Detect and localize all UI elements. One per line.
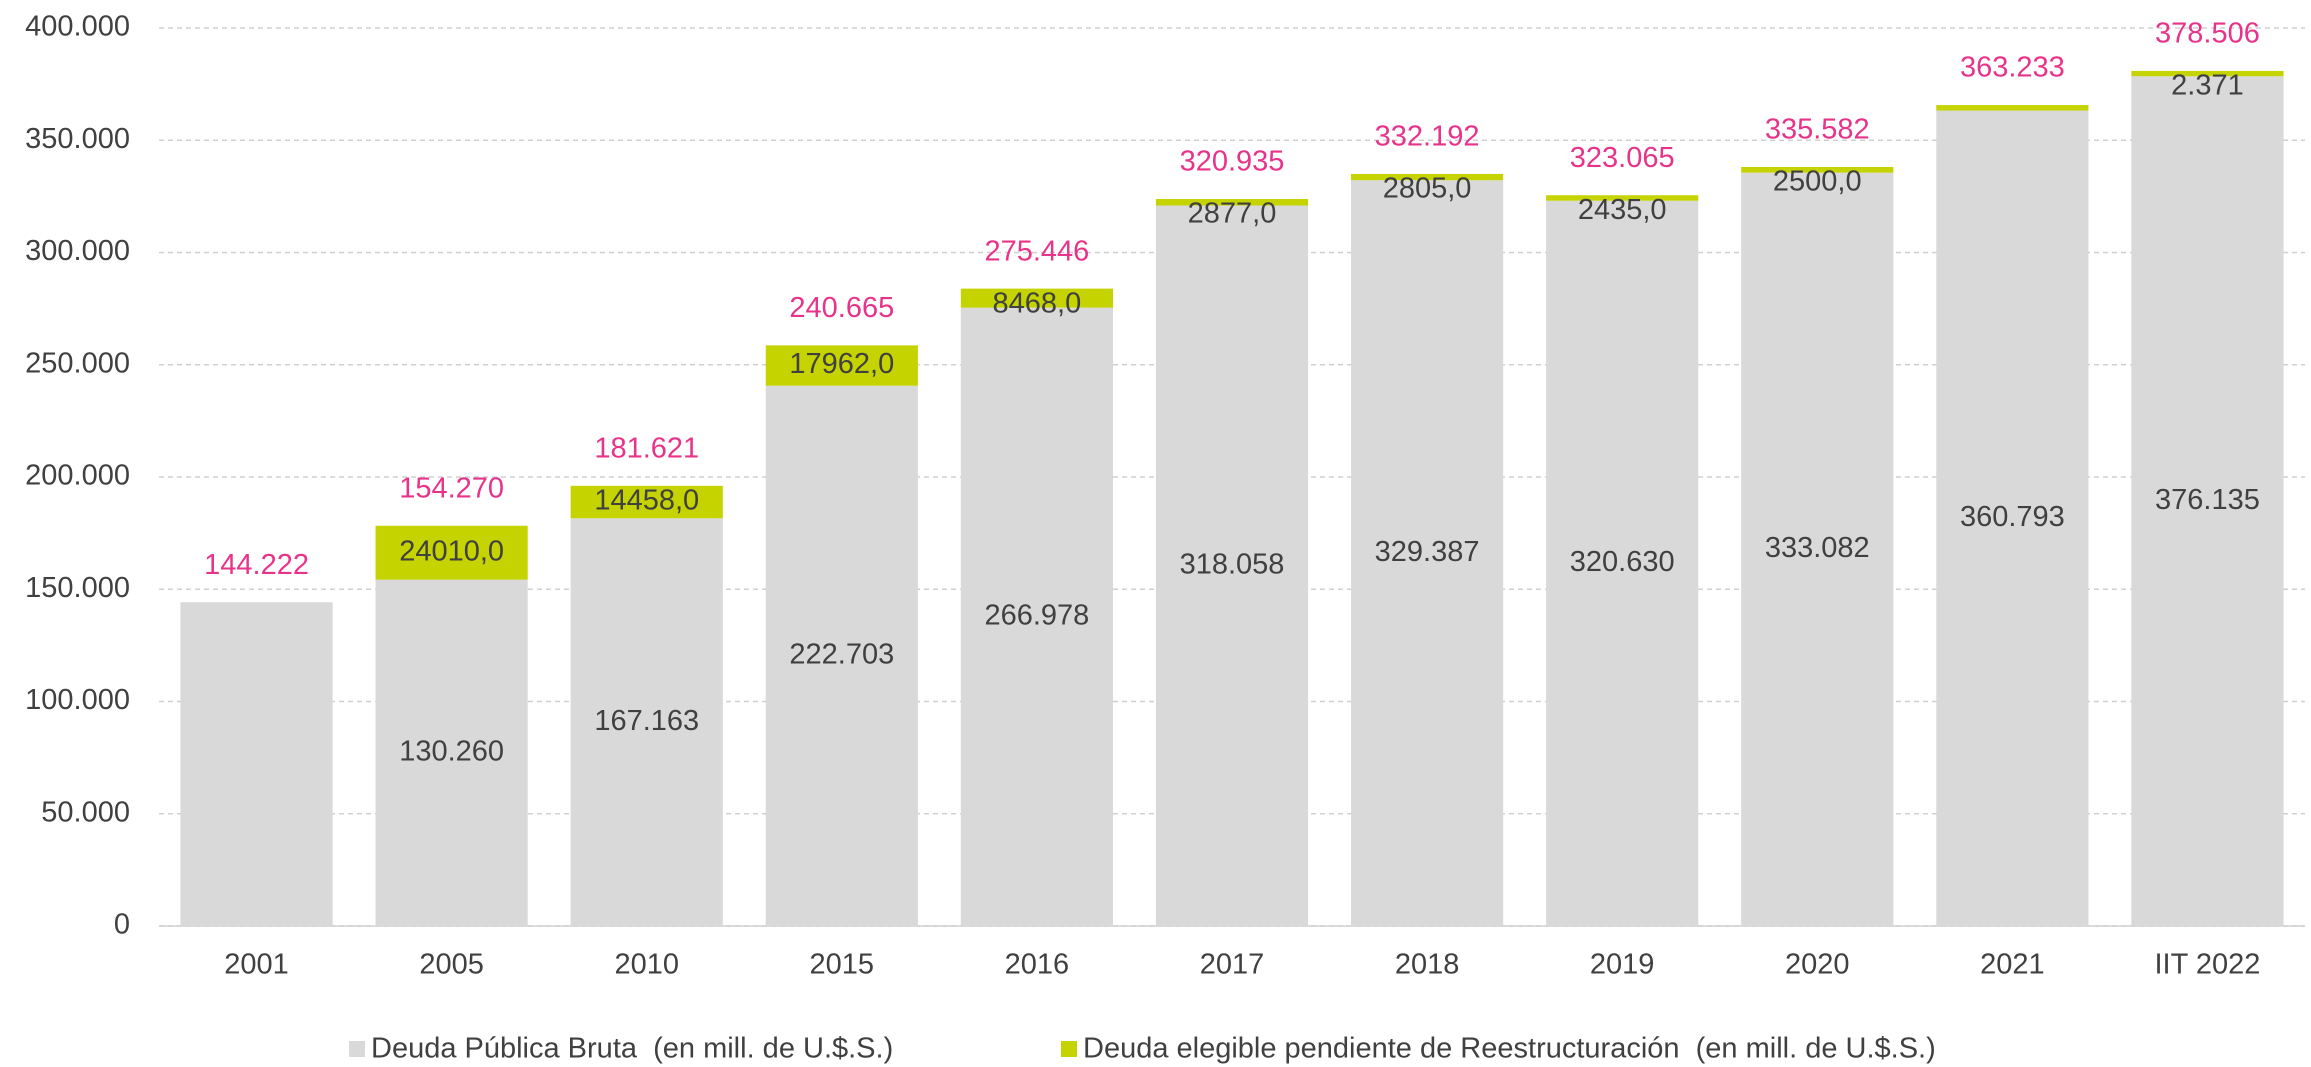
bar-segment (765, 345, 918, 386)
segment-label: 24010,0 (399, 535, 504, 567)
segment-label: 8468,0 (993, 287, 1082, 319)
y-tick-label: 50.000 (41, 796, 130, 828)
segment-label: 14458,0 (594, 485, 699, 517)
total-label: 335.582 (1765, 114, 1870, 146)
bar-segment (765, 385, 918, 927)
x-tick-label: 2005 (419, 949, 484, 981)
x-tick-label: 2019 (1590, 949, 1655, 981)
bar-segment (1351, 180, 1504, 927)
total-label: 144.222 (204, 549, 309, 581)
legend-label: Deuda elegible pendiente de Reestructura… (1083, 1033, 1936, 1065)
bar-annotation: 318.058 (1180, 548, 1285, 580)
bar-segment (1351, 173, 1504, 181)
bar-segment (960, 307, 1113, 926)
bar-segment (2131, 70, 2284, 77)
x-tick-label: 2016 (1005, 949, 1070, 981)
bar-segment (960, 288, 1113, 308)
y-tick-label: 400.000 (25, 11, 130, 43)
bar-segment (375, 579, 528, 926)
segment-label: 2877,0 (1188, 198, 1277, 230)
segment-label: 17962,0 (789, 348, 894, 380)
y-tick-label: 150.000 (25, 572, 130, 604)
segment-label: 2.371 (2171, 70, 2244, 102)
segment-label: 2435,0 (1578, 194, 1667, 226)
bar-segment (180, 602, 333, 926)
x-tick-label: 2010 (614, 949, 679, 981)
total-label: 181.621 (594, 432, 699, 464)
total-label: 240.665 (789, 292, 894, 324)
x-tick-label: 2001 (224, 949, 289, 981)
total-label: 323.065 (1570, 142, 1675, 174)
bar-segment (570, 518, 723, 926)
legend-swatch (1061, 1041, 1077, 1057)
y-tick-label: 300.000 (25, 235, 130, 267)
y-tick-label: 100.000 (25, 684, 130, 716)
x-tick-label: 2020 (1785, 949, 1850, 981)
bar-segment (1546, 195, 1699, 201)
bar-segment (1936, 105, 2089, 111)
bar-segment (570, 485, 723, 519)
x-tick-label: 2018 (1395, 949, 1460, 981)
bar-annotation: 376.135 (2155, 484, 2260, 516)
bar-segment (1546, 200, 1699, 927)
bar-annotation: 333.082 (1765, 532, 1870, 564)
bar-annotation: 266.978 (984, 599, 1089, 631)
x-tick-label: 2017 (1200, 949, 1265, 981)
bar-annotation: 329.387 (1375, 536, 1480, 568)
y-tick-label: 200.000 (25, 460, 130, 492)
segment-label: 2500,0 (1773, 166, 1862, 198)
y-tick-label: 0 (114, 909, 130, 941)
total-label: 154.270 (399, 472, 504, 504)
segment-label: 2805,0 (1383, 173, 1472, 205)
bar-segment (1741, 167, 1894, 173)
bar-segment (375, 525, 528, 580)
x-tick-label: IIT 2022 (2155, 949, 2261, 981)
x-tick-label: 2021 (1980, 949, 2045, 981)
bar-annotation: 167.163 (594, 705, 699, 737)
bar-annotation: 360.793 (1960, 501, 2065, 533)
total-label: 332.192 (1375, 121, 1480, 153)
total-label: 363.233 (1960, 52, 2065, 84)
bar-segment (1155, 205, 1309, 927)
bar-segment (1741, 172, 1894, 926)
bar-annotation: 222.703 (789, 639, 894, 671)
bar-segment (2131, 76, 2284, 926)
total-label: 378.506 (2155, 18, 2260, 50)
legend-swatch (349, 1041, 365, 1057)
legend-label: Deuda Pública Bruta (en mill. de U.$.S.) (371, 1033, 893, 1065)
bar-annotation: 130.260 (399, 735, 504, 767)
y-tick-label: 350.000 (25, 123, 130, 155)
total-label: 275.446 (984, 235, 1089, 267)
total-label: 320.935 (1180, 146, 1285, 178)
y-tick-label: 250.000 (25, 347, 130, 379)
bar-annotation: 320.630 (1570, 546, 1675, 578)
bar-segment (1155, 199, 1309, 206)
x-tick-label: 2015 (810, 949, 875, 981)
bar-segment (1936, 110, 2089, 926)
